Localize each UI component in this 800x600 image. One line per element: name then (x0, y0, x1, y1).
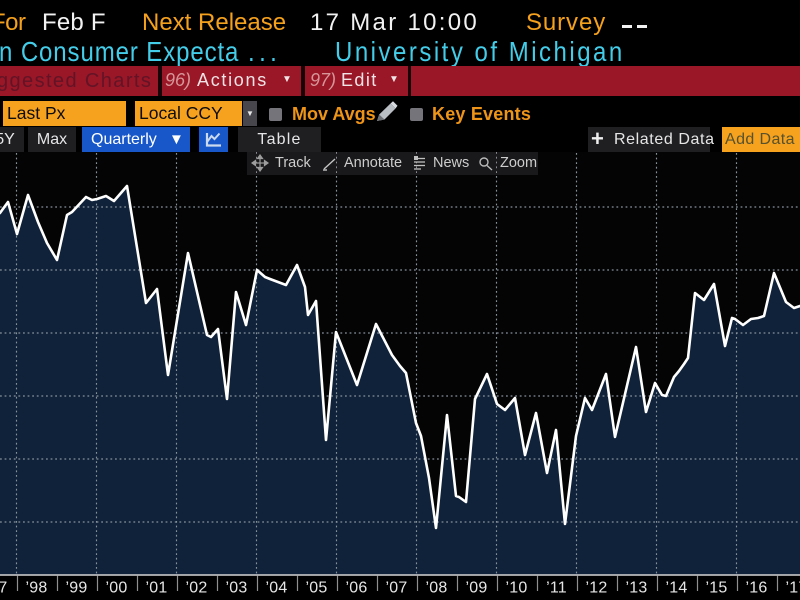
svg-text:’09: ’09 (466, 579, 488, 596)
svg-text:’99: ’99 (66, 579, 88, 596)
svg-text:’07: ’07 (386, 579, 408, 596)
svg-text:’98: ’98 (26, 579, 48, 596)
svg-text:’10: ’10 (506, 579, 528, 596)
svg-text:’15: ’15 (706, 579, 728, 596)
svg-text:’04: ’04 (266, 579, 288, 596)
svg-text:’11: ’11 (546, 579, 567, 596)
svg-text:’08: ’08 (426, 579, 448, 596)
svg-text:’13: ’13 (626, 579, 648, 596)
svg-text:’06: ’06 (346, 579, 368, 596)
svg-text:’01: ’01 (146, 579, 168, 596)
svg-text:’00: ’00 (106, 579, 128, 596)
svg-text:’17: ’17 (786, 579, 800, 596)
svg-text:’14: ’14 (666, 579, 688, 596)
svg-text:’16: ’16 (746, 579, 768, 596)
svg-text:’97: ’97 (0, 579, 7, 596)
svg-text:’05: ’05 (306, 579, 328, 596)
svg-text:’03: ’03 (226, 579, 248, 596)
svg-text:’02: ’02 (186, 579, 208, 596)
svg-text:’12: ’12 (586, 579, 608, 596)
